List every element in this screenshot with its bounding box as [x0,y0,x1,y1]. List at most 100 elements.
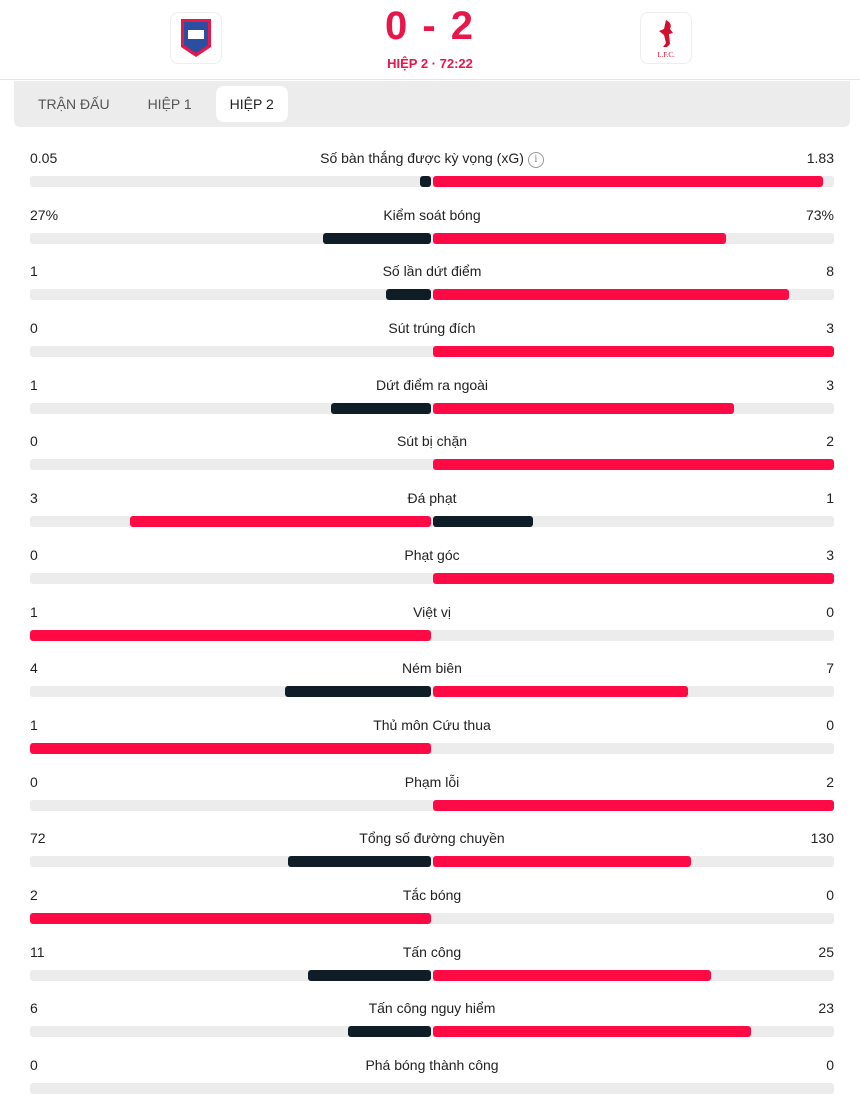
stat-row: 0 Phá bóng thành công 0 [30,1055,834,1112]
away-value: 1.83 [806,150,834,166]
svg-text:L.F.C.: L.F.C. [657,51,675,59]
stat-label: Đá phạt [30,490,834,506]
away-value: 0 [826,716,834,733]
stat-row: 1 Số lần dứt điểm 8 [30,261,834,318]
stat-bar-track [30,799,834,811]
stat-row: 27% Kiểm soát bóng 73% [30,205,834,262]
away-bar [433,856,692,868]
stat-label-text: Phạt góc [404,546,460,563]
home-team-logo[interactable] [170,12,222,64]
home-bar [30,629,431,641]
home-bar [30,742,431,754]
away-value: 3 [826,376,834,393]
stat-label: Tấn công [30,944,834,960]
stat-row: 1 Dứt điểm ra ngoài 3 [30,375,834,432]
away-value: 1 [826,490,834,507]
stat-label: Dứt điểm ra ngoài [30,377,834,393]
home-bar [30,912,431,924]
home-bar [330,402,431,414]
ipswich-crest-icon [181,19,211,57]
stat-bar-track [30,176,834,187]
home-value: 1 [30,263,38,280]
home-value: 0 [30,320,38,337]
away-bar [433,686,689,698]
home-bar [322,232,431,244]
home-value: 1 [30,376,38,393]
home-value: 27% [30,206,59,223]
stat-label-text: Đá phạt [407,490,457,507]
stat-label: Tổng số đường chuyền [30,830,834,846]
stat-label-text: Phạm lỗi [404,773,460,790]
away-value: 7 [826,660,834,677]
stat-bar-track [30,742,834,754]
stat-row: 0.05 Số bàn thắng được kỳ vọng (xG) i 1.8… [30,148,834,205]
away-team-logo[interactable]: L.F.C. [640,12,692,64]
info-icon[interactable]: i [527,152,544,168]
stat-label-text: Kiểm soát bóng [383,206,481,223]
stat-label-text: Dứt điểm ra ngoài [375,376,489,393]
stat-row: 2 Tắc bóng 0 [30,885,834,942]
stat-label-text: Số bàn thắng được kỳ vọng (xG) [320,150,524,166]
stat-label: Số lần dứt điểm [30,263,834,279]
away-bar [433,459,834,471]
home-value: 1 [30,603,38,620]
home-value: 0 [30,546,38,563]
away-bar [433,346,834,358]
home-bar [420,176,431,187]
stat-label-text: Sút trúng đích [388,320,476,337]
tab-match[interactable]: TRẬN ĐẤU [38,96,110,112]
home-value: 0 [30,1057,38,1073]
stat-bar-track [30,346,834,358]
away-value: 3 [826,320,834,337]
stat-bar-track [30,686,834,698]
home-bar [130,516,431,528]
home-bar [308,969,431,981]
away-bar [433,969,712,981]
home-value: 11 [30,943,45,960]
away-value: 130 [810,830,834,847]
liverpool-crest-icon: L.F.C. [657,20,675,59]
stat-row: 0 Phạm lỗi 2 [30,772,834,829]
stat-label: Việt vị [30,604,834,620]
away-bar [433,176,824,187]
away-value: 0 [826,1057,834,1073]
stats-list: 0.05 Số bàn thắng được kỳ vọng (xG) i 1.8… [30,148,834,1112]
home-value: 6 [30,1000,38,1017]
home-bar [348,1026,431,1038]
stat-row: 0 Sút trúng đích 3 [30,318,834,375]
stat-row: 4 Ném biên 7 [30,658,834,715]
home-bar [285,686,431,698]
away-bar [433,289,790,301]
away-bar [433,799,834,811]
stat-bar-track [30,232,834,244]
stat-label: Phá bóng thành công [30,1057,834,1073]
home-value: 0 [30,773,38,790]
away-bar [433,516,534,528]
stat-label: Thủ môn Cứu thua [30,717,834,733]
away-value: 73% [805,206,834,223]
stat-bar-track [30,459,834,471]
stat-label: Phạt góc [30,547,834,563]
stat-label-text: Việt vị [413,603,451,620]
stat-bar-track [30,402,834,414]
tab-second-half[interactable]: HIỆP 2 [215,86,288,122]
tab-first-half[interactable]: HIỆP 1 [147,96,192,112]
stat-label-text: Tổng số đường chuyền [359,830,505,847]
away-value: 0 [826,603,834,620]
stat-row: 11 Tấn công 25 [30,942,834,999]
stat-label: Sút trúng đích [30,320,834,336]
stat-row: 0 Sút bị chặn 2 [30,431,834,488]
home-value: 1 [30,716,38,733]
stat-row: 72 Tổng số đường chuyền 130 [30,828,834,885]
stat-bar-track [30,912,834,924]
stat-label: Ném biên [30,660,834,676]
stat-bar-track [30,1026,834,1038]
away-bar [433,402,734,414]
stat-label-text: Ném biên [402,660,462,677]
home-value: 4 [30,660,38,677]
home-bar [386,289,431,301]
stat-row: 1 Thủ môn Cứu thua 0 [30,715,834,772]
match-period-time: HIỆP 2 · 72:22 [387,56,473,71]
away-value: 23 [818,1000,834,1017]
stat-label: Sút bị chặn [30,433,834,449]
